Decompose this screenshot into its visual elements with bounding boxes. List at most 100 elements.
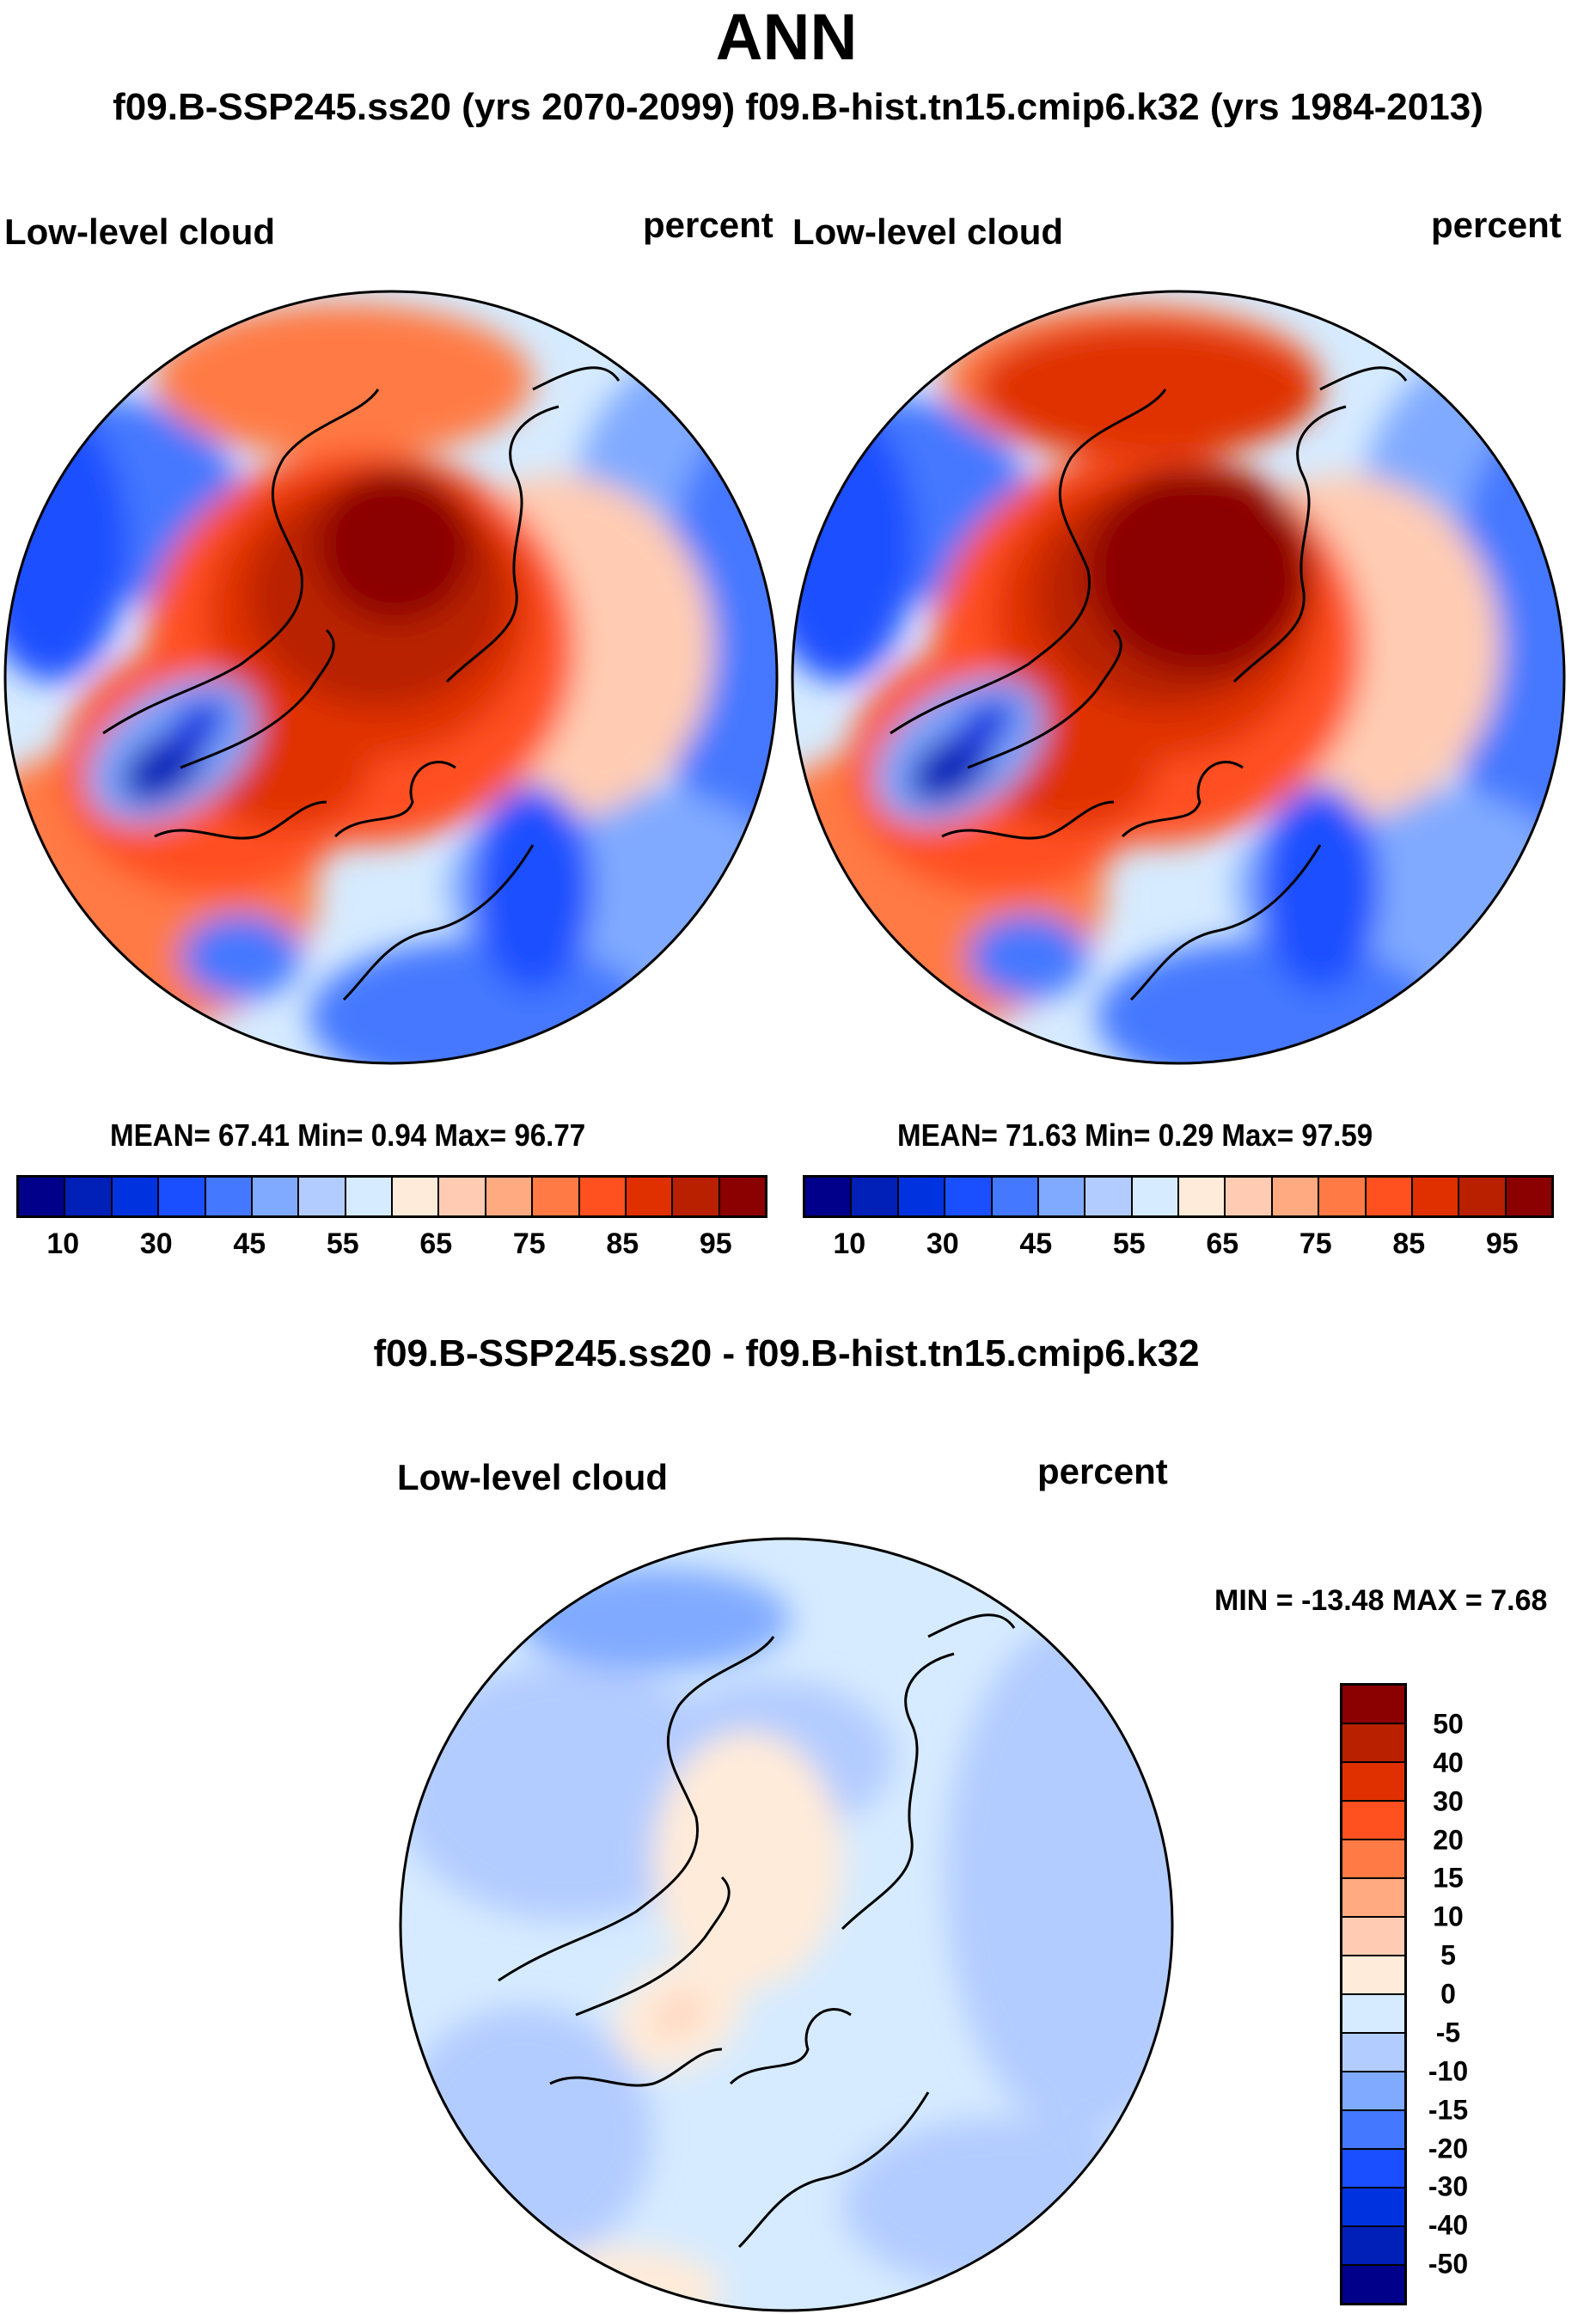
colorbar-tick-label: 5 <box>1440 1939 1456 1971</box>
coastline <box>342 844 535 1001</box>
colorbar-box <box>1342 2189 1404 2227</box>
polar-map-control <box>791 290 1566 1065</box>
colorbar-tick-label: 10 <box>46 1227 80 1260</box>
coastline <box>333 761 456 838</box>
colorbar-box <box>19 1178 66 1215</box>
map-boundary <box>791 290 1566 1065</box>
figure-title: ANN <box>715 1 858 74</box>
colorbar-tick-label: 10 <box>1433 1901 1464 1932</box>
colorbar-box <box>1342 2150 1404 2189</box>
colorbar-tick-label: -40 <box>1428 2209 1469 2241</box>
contour-region <box>968 914 1088 1000</box>
polar-map-test <box>3 290 779 1065</box>
contour-region <box>318 467 473 621</box>
coastline <box>532 366 621 391</box>
map-boundary <box>399 1537 1174 2312</box>
colorbar-box <box>673 1178 720 1215</box>
colorbar-box <box>345 1178 393 1215</box>
difference-title: f09.B-SSP245.ss20 - f09.B-hist.tn15.cmip… <box>373 1332 1200 1374</box>
colorbar-test <box>16 1175 767 1218</box>
colorbar-box <box>898 1178 946 1215</box>
colorbar-box <box>1342 1802 1404 1840</box>
colorbar-box <box>1342 2111 1404 2150</box>
coastline <box>941 800 1115 840</box>
colorbar-box <box>945 1178 993 1215</box>
colorbar-tick-label: -10 <box>1428 2055 1469 2087</box>
colorbar-tick-label: 30 <box>926 1227 959 1260</box>
colorbar-tick-label: 45 <box>1019 1227 1053 1260</box>
coastline <box>549 2048 723 2087</box>
colorbar-box <box>1226 1178 1273 1215</box>
figure-subtitle: f09.B-SSP245.ss20 (yrs 2070-2099) f09.B-… <box>113 86 1483 128</box>
colorbar-tick-label: 55 <box>326 1227 359 1260</box>
panel1-stats: MEAN= 67.41 Min= 0.94 Max= 96.77 <box>110 1117 586 1153</box>
colorbar-box <box>1179 1178 1226 1215</box>
colorbar-box <box>805 1178 853 1215</box>
colorbar-tick-label: -30 <box>1428 2170 1469 2202</box>
colorbar-difference <box>1340 1683 1407 2305</box>
colorbar-tick-label: 85 <box>606 1227 639 1260</box>
colorbar-tick-label: 75 <box>512 1227 546 1260</box>
map-boundary <box>3 290 779 1065</box>
colorbar-box <box>1342 2266 1404 2303</box>
colorbar-tick-label: 85 <box>1392 1227 1426 1260</box>
colorbar-box <box>1342 1724 1404 1763</box>
colorbar-tick-label: 40 <box>1433 1747 1464 1778</box>
colorbar-box <box>159 1178 206 1215</box>
colorbar-box <box>112 1178 160 1215</box>
colorbar-tick-label: 20 <box>1433 1824 1464 1855</box>
colorbar-box <box>1342 1763 1404 1802</box>
contour-region <box>1260 785 1380 991</box>
colorbar-box <box>1342 2072 1404 2111</box>
colorbar-box <box>1342 2034 1404 2072</box>
colorbar-tick-label: 55 <box>1112 1227 1146 1260</box>
colorbar-box <box>719 1178 765 1215</box>
contour-region <box>976 321 1320 458</box>
panel1-variable: Low-level cloud <box>4 211 276 252</box>
colorbar-tick-label: 10 <box>833 1227 866 1260</box>
panel1-units: percent <box>643 205 774 245</box>
colorbar-tick-label: 0 <box>1440 1978 1456 2010</box>
colorbar-box <box>1342 1956 1404 1995</box>
diff-variable: Low-level cloud <box>397 1457 669 1497</box>
colorbar-tick-label: 45 <box>233 1227 266 1260</box>
colorbar-tick-label: 75 <box>1299 1227 1332 1260</box>
colorbar-box <box>1366 1178 1413 1215</box>
panel2-variable: Low-level cloud <box>792 211 1064 252</box>
coastline <box>102 389 380 735</box>
colorbar-box <box>486 1178 534 1215</box>
contour-region <box>1449 424 1564 871</box>
coastline <box>154 800 327 840</box>
contour-region <box>662 424 777 871</box>
panel2-stats: MEAN= 71.63 Min= 0.29 Max= 97.59 <box>897 1117 1373 1153</box>
coastline <box>1129 844 1322 1001</box>
coastline <box>841 1652 955 1931</box>
contour-region <box>655 1998 703 2032</box>
contour-region <box>180 914 301 1000</box>
colorbar-box <box>579 1178 627 1215</box>
colorbar-box <box>1506 1178 1551 1215</box>
colorbar-tick-label: 15 <box>1433 1862 1464 1894</box>
coastline <box>180 628 335 769</box>
colorbar-box <box>393 1178 440 1215</box>
colorbar-tick-label: 95 <box>1485 1227 1519 1260</box>
colorbar-tick-label: -50 <box>1428 2248 1469 2280</box>
colorbar-box <box>1342 1918 1404 1956</box>
colorbar-box <box>1342 1995 1404 2034</box>
colorbar-box <box>205 1178 253 1215</box>
colorbar-box <box>852 1178 899 1215</box>
colorbar-tick-label: -15 <box>1428 2094 1469 2126</box>
colorbar-box <box>1412 1178 1460 1215</box>
contour-region <box>653 1731 842 1989</box>
colorbar-box <box>1085 1178 1133 1215</box>
coastline <box>498 1636 775 1982</box>
colorbar-box <box>65 1178 113 1215</box>
colorbar-tick-label: -20 <box>1428 2133 1469 2164</box>
coastline <box>1319 366 1408 391</box>
coastline <box>729 2008 852 2085</box>
colorbar-control <box>803 1175 1554 1218</box>
colorbar-box <box>626 1178 674 1215</box>
contour-region <box>167 698 229 751</box>
contour-region <box>954 698 1016 751</box>
